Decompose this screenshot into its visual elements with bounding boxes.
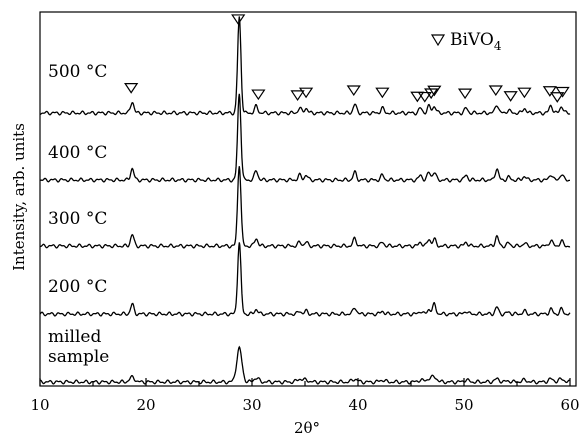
x-tick-label: 60 [560, 396, 579, 414]
bivo4-triangle-icon [298, 87, 314, 99]
series-label: 300 °C [48, 209, 107, 229]
x-tick-label: 40 [348, 396, 367, 414]
bivo4-triangle-icon [417, 91, 432, 103]
legend-triangle-icon [430, 34, 446, 47]
x-tick-label: 10 [30, 396, 49, 414]
x-tick-label: 30 [242, 396, 261, 414]
series-label: 400 °C [48, 143, 107, 163]
series-label: sample [48, 347, 109, 367]
bivo4-triangle-icon [550, 92, 565, 103]
bivo4-triangle-icon [503, 91, 518, 102]
trace-milled-sample [39, 345, 571, 385]
bivo4-peak-markers [124, 14, 570, 103]
trace-400-c [39, 93, 570, 183]
trace-500-c [39, 16, 571, 116]
bivo4-triangle-icon [251, 89, 266, 101]
trace-200-c [39, 242, 571, 317]
bivo4-triangle-icon [410, 91, 425, 103]
bivo4-triangle-icon [517, 87, 532, 99]
bivo4-triangle-icon [231, 14, 246, 26]
bivo4-triangle-icon [375, 87, 390, 99]
series-label: 200 °C [48, 277, 107, 297]
bivo4-triangle-icon [555, 86, 570, 98]
legend-label: BiVO4 [450, 30, 502, 53]
legend: BiVO4 [430, 30, 502, 53]
bivo4-triangle-icon [124, 83, 139, 94]
y-axis-label: Intensity, arb. units [10, 123, 28, 271]
bivo4-triangle-icon [346, 85, 361, 97]
bivo4-triangle-icon [290, 90, 305, 101]
x-tick-label: 50 [454, 396, 473, 414]
trace-300-c [39, 166, 571, 249]
series-label: milled [48, 327, 101, 347]
bivo4-triangle-icon [457, 88, 473, 100]
diffraction-traces [39, 16, 571, 385]
bivo4-triangle-icon [488, 85, 503, 97]
x-tick-label: 20 [136, 396, 155, 414]
series-label: 500 °C [48, 62, 107, 82]
x-axis-label: 2θ° [294, 419, 320, 437]
plot-frame [39, 11, 577, 387]
bivo4-triangle-icon [542, 86, 557, 97]
bivo4-triangle-icon [427, 85, 442, 97]
bivo4-triangle-icon [424, 88, 439, 100]
x-axis-tick-labels: 10 20 30 40 50 60 [30, 396, 579, 414]
